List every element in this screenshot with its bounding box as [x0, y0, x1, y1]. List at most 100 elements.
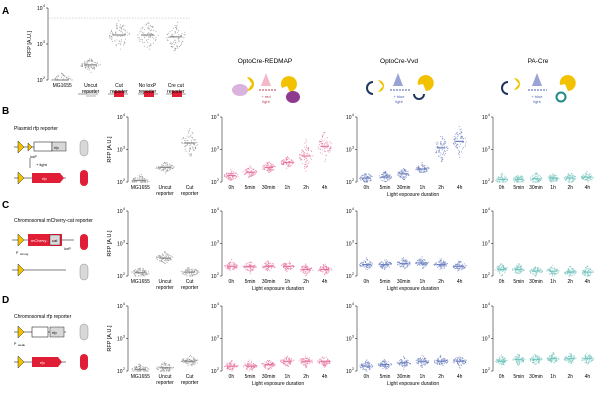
data-point — [455, 136, 457, 138]
data-point — [272, 164, 274, 166]
data-point — [196, 142, 198, 144]
data-point — [173, 49, 175, 51]
data-point — [587, 181, 589, 183]
data-point — [268, 164, 270, 166]
data-point — [397, 171, 399, 173]
x-tick-label: 2h — [567, 185, 573, 191]
data-point — [439, 262, 441, 264]
data-point — [139, 178, 141, 180]
data-point — [365, 261, 367, 264]
data-point — [265, 269, 268, 271]
violin-2 — [242, 261, 257, 275]
data-point — [169, 168, 171, 171]
data-point — [458, 266, 460, 268]
data-point — [165, 172, 167, 174]
data-point — [165, 365, 167, 367]
data-point — [405, 176, 407, 178]
y-tick-label: 10 — [346, 209, 352, 215]
data-point — [326, 150, 329, 152]
data-point — [228, 362, 230, 364]
data-point — [426, 167, 428, 169]
data-point — [383, 266, 385, 268]
data-point — [248, 366, 250, 368]
data-point — [424, 165, 426, 167]
data-point — [176, 28, 178, 31]
data-point — [234, 177, 236, 179]
data-point — [324, 263, 326, 265]
data-point — [399, 359, 402, 361]
data-point — [192, 148, 194, 150]
data-point — [137, 365, 140, 368]
data-point — [149, 24, 151, 26]
data-point — [166, 259, 168, 261]
data-point — [187, 365, 189, 367]
violin-2 — [155, 161, 175, 174]
data-point — [311, 159, 313, 161]
data-point — [192, 268, 194, 270]
data-point — [532, 269, 535, 271]
data-point — [142, 367, 144, 369]
data-point — [444, 141, 446, 143]
data-point — [249, 364, 251, 366]
data-point — [158, 260, 161, 262]
data-point — [405, 175, 407, 177]
data-point — [251, 369, 253, 371]
data-point — [327, 358, 329, 360]
data-point — [250, 167, 252, 169]
data-point — [265, 367, 267, 369]
data-point — [321, 362, 323, 364]
data-point — [517, 271, 519, 273]
data-point — [516, 362, 518, 364]
data-point — [185, 362, 187, 364]
violin-3 — [181, 128, 199, 157]
data-point — [459, 260, 461, 262]
data-point — [176, 26, 178, 28]
data-point — [195, 142, 197, 144]
data-point — [184, 34, 186, 36]
data-point — [421, 366, 423, 368]
data-point — [262, 167, 264, 169]
data-point — [271, 365, 273, 368]
data-point — [409, 262, 411, 264]
data-point — [379, 363, 381, 365]
data-point — [452, 266, 454, 268]
data-point — [172, 45, 174, 48]
data-point — [421, 364, 423, 366]
data-point — [192, 273, 195, 275]
data-point — [419, 264, 421, 266]
data-point — [588, 274, 590, 276]
data-point — [118, 43, 120, 45]
data-point — [382, 368, 384, 370]
data-point — [227, 262, 230, 264]
data-point — [327, 271, 330, 273]
data-point — [552, 174, 554, 176]
data-point — [307, 159, 309, 161]
data-point — [537, 266, 539, 269]
data-point — [458, 149, 460, 152]
data-point — [282, 159, 284, 161]
data-point — [458, 260, 460, 262]
data-point — [310, 150, 313, 152]
data-point — [520, 175, 522, 177]
data-point — [420, 362, 422, 364]
data-point — [459, 151, 461, 153]
data-point — [143, 28, 145, 31]
data-point — [290, 165, 292, 167]
data-point — [513, 359, 515, 361]
data-point — [570, 275, 572, 277]
data-point — [420, 258, 422, 260]
data-point — [454, 268, 456, 270]
data-point — [456, 357, 458, 359]
data-point — [329, 361, 331, 363]
data-point — [182, 271, 184, 273]
y-tick-exponent: 2 — [217, 178, 219, 182]
data-point — [434, 359, 436, 361]
data-point — [457, 262, 459, 264]
data-point — [552, 173, 554, 175]
data-point — [171, 35, 173, 37]
data-point — [306, 361, 308, 363]
data-point — [132, 177, 134, 180]
data-point — [327, 144, 329, 146]
data-point — [463, 362, 465, 364]
data-point — [194, 359, 196, 361]
